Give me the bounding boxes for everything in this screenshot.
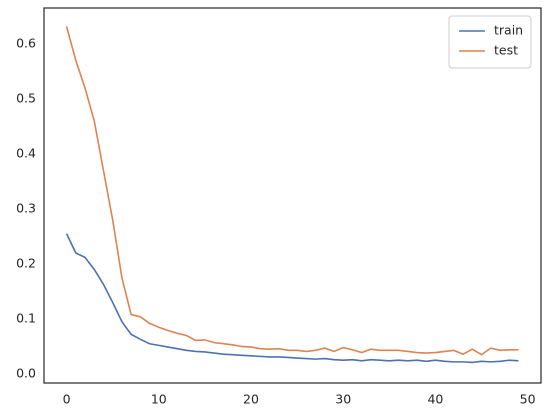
y-tick-label: 0.4 (16, 146, 36, 161)
series-line (65, 26, 519, 356)
x-tick-label: 40 (427, 392, 443, 407)
y-tick-label: 0.0 (16, 365, 36, 380)
x-tick-label: 0 (63, 392, 71, 407)
x-tick-label: 20 (243, 392, 259, 407)
y-tick-label: 0.5 (16, 91, 36, 106)
legend-label: test (494, 43, 518, 58)
plot-frame (43, 7, 542, 384)
y-tick-label: 0.3 (16, 201, 36, 216)
series-line (65, 233, 519, 364)
y-tick-label: 0.1 (16, 310, 36, 325)
y-tick-label: 0.6 (16, 36, 36, 51)
x-tick-label: 50 (520, 392, 536, 407)
legend: train test (448, 15, 532, 69)
y-tick-label: 0.2 (16, 255, 36, 270)
legend-label: train (494, 23, 523, 38)
x-tick-label: 10 (151, 392, 167, 407)
legend-box (448, 15, 532, 69)
x-tick-label: 30 (335, 392, 351, 407)
